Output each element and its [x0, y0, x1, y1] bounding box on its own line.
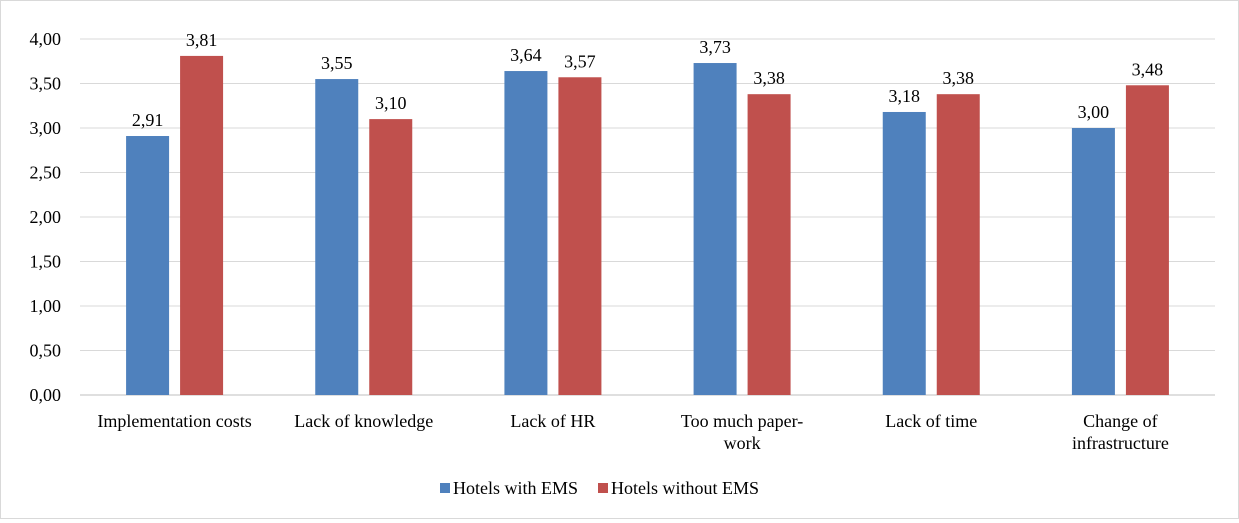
gridlines	[80, 38, 1215, 396]
y-tick-label: 3,50	[30, 74, 62, 94]
bar-with-ems	[126, 136, 170, 395]
y-tick-label: 2,00	[30, 207, 62, 227]
category-label: Lack of HR	[510, 411, 595, 431]
y-tick-label: 4,00	[30, 29, 62, 49]
data-label: 3,00	[1078, 102, 1110, 122]
bar-with-ems	[693, 63, 737, 395]
y-tick-label: 2,50	[30, 163, 62, 183]
data-label: 3,55	[321, 53, 353, 73]
legend-swatch-with-ems	[440, 483, 450, 493]
bar-with-ems	[315, 79, 359, 396]
legend-label-with-ems: Hotels with EMS	[453, 478, 578, 498]
bar-without-ems	[180, 55, 224, 395]
data-label: 3,18	[889, 86, 921, 106]
y-tick-label: 1,00	[30, 296, 62, 316]
bar-without-ems	[558, 77, 602, 396]
data-label: 3,57	[564, 51, 596, 71]
data-label: 3,64	[510, 45, 542, 65]
data-label: 3,38	[753, 68, 785, 88]
x-axis-categories: Implementation costs Lack of knowledge Lac…	[97, 411, 1169, 453]
y-tick-label: 0,00	[30, 385, 62, 405]
y-axis-ticks: 0,00 0,50 1,00 1,50 2,00 2,50 3,00 3,50 4,00	[30, 29, 62, 405]
bar-without-ems	[747, 94, 791, 396]
data-label: 3,10	[375, 93, 407, 113]
category-label: Lack of knowledge	[294, 411, 433, 431]
bars	[126, 55, 1169, 396]
y-tick-label: 3,00	[30, 118, 62, 138]
data-labels: 2,91 3,81 3,55 3,10 3,64 3,57 3,73 3,38 3,18 3,38…	[132, 30, 1163, 130]
y-tick-label: 1,50	[30, 252, 62, 272]
bar-with-ems	[504, 71, 548, 395]
category-label: Lack of time	[885, 411, 977, 431]
data-label: 3,73	[699, 37, 731, 57]
legend: Hotels with EMS Hotels without EMS	[440, 478, 759, 498]
bar-with-ems	[882, 111, 926, 395]
legend-label-without-ems: Hotels without EMS	[611, 478, 759, 498]
category-label: Change of infrastructure	[1072, 411, 1169, 453]
category-label: Implementation costs	[97, 411, 251, 431]
data-label: 3,48	[1132, 59, 1164, 79]
legend-swatch-without-ems	[598, 483, 608, 493]
bar-without-ems	[1125, 85, 1169, 395]
bar-with-ems	[1071, 128, 1115, 395]
data-label: 2,91	[132, 110, 164, 130]
y-tick-label: 0,50	[30, 341, 62, 361]
category-label: Too much paper-work	[681, 411, 803, 453]
data-label: 3,81	[186, 30, 218, 50]
bar-without-ems	[369, 119, 413, 395]
data-label: 3,38	[943, 68, 975, 88]
bar-without-ems	[936, 94, 980, 396]
